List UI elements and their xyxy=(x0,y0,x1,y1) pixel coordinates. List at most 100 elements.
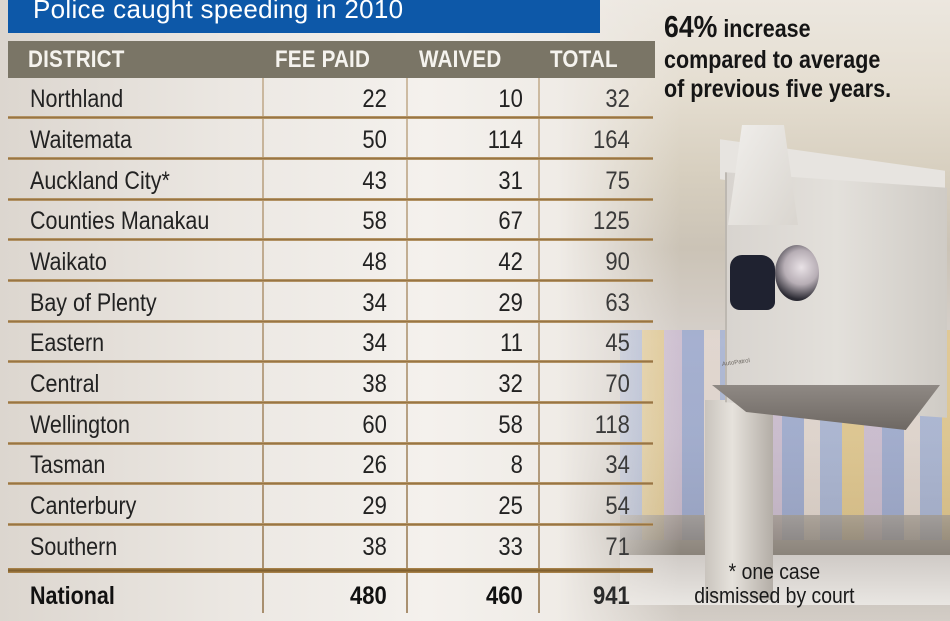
waived-value: 8 xyxy=(510,451,523,479)
table-row: Southern 38 33 71 xyxy=(8,526,653,567)
table-row: Canterbury 29 25 54 xyxy=(8,485,653,526)
speeding-table: Northland 22 10 32 Waitemata 50 114 164 … xyxy=(8,78,653,613)
table-row: Waitemata 50 114 164 xyxy=(8,119,653,160)
waived-value: 11 xyxy=(500,329,523,357)
district-name: Northland xyxy=(30,85,124,113)
table-total-row: National 480 460 941 xyxy=(8,575,653,616)
table-row: Central 38 32 70 xyxy=(8,363,653,404)
total-value: 70 xyxy=(605,370,630,398)
table-row: Wellington 60 58 118 xyxy=(8,404,653,445)
waived-value: 114 xyxy=(487,126,523,154)
fee-paid-value: 26 xyxy=(362,451,387,479)
total-value: 54 xyxy=(605,492,630,520)
total-value: 125 xyxy=(593,207,630,235)
fee-paid-value: 22 xyxy=(362,85,387,113)
row-separator xyxy=(8,401,653,404)
table-header: DISTRICT FEE PAID WAIVED TOTAL xyxy=(8,41,655,78)
total-value: 90 xyxy=(605,248,630,276)
header-waived: WAIVED xyxy=(419,46,502,73)
column-divider xyxy=(262,78,264,613)
footnote-line-1: * one case xyxy=(728,559,821,584)
header-fee-paid: FEE PAID xyxy=(275,46,371,73)
table-row: Waikato 48 42 90 xyxy=(8,241,653,282)
row-separator xyxy=(8,360,653,363)
fee-paid-value: 58 xyxy=(362,207,387,235)
district-name: Auckland City* xyxy=(30,167,170,195)
callout-line-2: compared to average xyxy=(664,46,881,74)
camera-flash-icon xyxy=(730,255,775,310)
table-row: Bay of Plenty 34 29 63 xyxy=(8,282,653,323)
total-value: 71 xyxy=(605,533,630,561)
table-row: Auckland City* 43 31 75 xyxy=(8,160,653,201)
row-separator xyxy=(8,116,653,119)
row-separator xyxy=(8,442,653,445)
district-name: Waitemata xyxy=(30,126,132,154)
callout-line-3: of previous five years. xyxy=(664,75,892,103)
header-district: DISTRICT xyxy=(28,46,125,73)
row-separator xyxy=(8,482,653,485)
total-value: 164 xyxy=(593,126,630,154)
header-total: TOTAL xyxy=(550,46,618,73)
waived-value: 10 xyxy=(498,85,523,113)
waived-value: 32 xyxy=(498,370,523,398)
camera-hood xyxy=(728,125,798,225)
district-name: Central xyxy=(30,370,100,398)
row-separator xyxy=(8,238,653,241)
district-name: Waikato xyxy=(30,248,107,276)
footnote-line-2: dismissed by court xyxy=(694,583,855,608)
total-value: 34 xyxy=(605,451,630,479)
waived-value: 58 xyxy=(498,411,523,439)
district-name: Tasman xyxy=(30,451,106,479)
fee-paid-value: 50 xyxy=(362,126,387,154)
table-row: Eastern 34 11 45 xyxy=(8,322,653,363)
district-name: Bay of Plenty xyxy=(30,289,157,317)
fee-paid-value: 34 xyxy=(362,329,387,357)
fee-paid-value: 29 xyxy=(362,492,387,520)
waived-value: 42 xyxy=(498,248,523,276)
total-value: 941 xyxy=(593,582,630,610)
row-separator xyxy=(8,157,653,160)
fee-paid-value: 60 xyxy=(362,411,387,439)
title-banner: Police caught speeding in 2010 xyxy=(8,0,600,33)
fee-paid-value: 38 xyxy=(362,370,387,398)
waived-value: 67 xyxy=(498,207,523,235)
total-value: 118 xyxy=(594,411,630,439)
increase-callout: 64% increase compared to average of prev… xyxy=(664,10,928,104)
district-name: National xyxy=(30,582,115,610)
table-row: Northland 22 10 32 xyxy=(8,78,653,119)
waived-value: 31 xyxy=(498,167,523,195)
column-divider xyxy=(538,78,540,613)
table-row: Tasman 26 8 34 xyxy=(8,444,653,485)
camera-lens-icon xyxy=(775,245,819,301)
fee-paid-value: 480 xyxy=(350,582,387,610)
district-name: Wellington xyxy=(30,411,131,439)
page-title: Police caught speeding in 2010 xyxy=(33,0,404,24)
waived-value: 33 xyxy=(498,533,523,561)
district-name: Southern xyxy=(30,533,118,561)
total-value: 45 xyxy=(605,329,630,357)
fee-paid-value: 34 xyxy=(362,289,387,317)
row-separator xyxy=(8,198,653,201)
total-separator xyxy=(8,568,653,573)
camera-pole xyxy=(705,400,773,600)
district-name: Canterbury xyxy=(30,492,137,520)
district-name: Eastern xyxy=(30,329,105,357)
waived-value: 29 xyxy=(498,289,523,317)
increase-percent: 64% xyxy=(664,9,718,44)
total-value: 75 xyxy=(605,167,630,195)
district-name: Counties Manakau xyxy=(30,207,210,235)
row-separator xyxy=(8,279,653,282)
total-value: 63 xyxy=(605,289,630,317)
total-value: 32 xyxy=(605,85,630,113)
waived-value: 460 xyxy=(486,582,523,610)
increase-label: increase xyxy=(717,15,811,43)
fee-paid-value: 48 xyxy=(362,248,387,276)
footnote: * one case dismissed by court xyxy=(682,560,867,608)
fee-paid-value: 43 xyxy=(362,167,387,195)
column-divider xyxy=(406,78,408,613)
waived-value: 25 xyxy=(498,492,523,520)
row-separator xyxy=(8,523,653,526)
row-separator xyxy=(8,320,653,323)
table-row: Counties Manakau 58 67 125 xyxy=(8,200,653,241)
